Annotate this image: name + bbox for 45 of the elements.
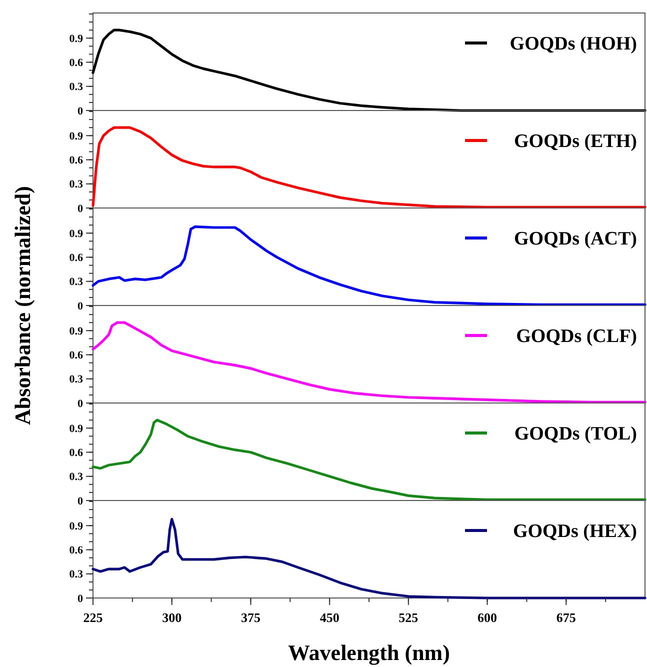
y-tick-label: 0.9 — [69, 422, 84, 435]
y-tick-label: 0 — [78, 105, 84, 118]
line-series — [92, 28, 646, 112]
legend-label: GOQDs (TOL) — [514, 424, 637, 445]
line-series — [92, 518, 646, 600]
x-axis-title: Wavelength (nm) — [288, 640, 450, 665]
y-tick-label: 0.3 — [69, 471, 84, 484]
x-tick-label: 375 — [240, 610, 261, 625]
y-tick-label: 0 — [78, 300, 84, 312]
legend-label: GOQDs (CLF) — [516, 326, 637, 348]
x-tick-label: 675 — [556, 610, 576, 625]
legend-label: GOQDs (ACT) — [514, 228, 637, 250]
legend-label: GOQDs (HEX) — [512, 521, 637, 542]
y-tick-label: 0.6 — [69, 154, 84, 167]
x-tick-label: 300 — [162, 610, 182, 625]
y-tick-label: 0 — [78, 495, 84, 508]
legend-label: GOQDs (HOH) — [510, 34, 637, 55]
y-tick-label: 0.3 — [69, 276, 84, 288]
y-tick-label: 0.3 — [69, 81, 84, 94]
y-tick-label: 0.9 — [69, 130, 84, 142]
y-axis-title: Absorbance (normalized) — [10, 186, 35, 425]
y-tick-label: 0.9 — [69, 228, 84, 240]
x-tick-label: 450 — [320, 610, 340, 625]
line-series — [92, 225, 646, 306]
legend-label: GOQDs (ETH) — [514, 131, 637, 152]
x-tick-label: 225 — [83, 610, 104, 625]
y-tick-label: 0.3 — [69, 178, 84, 191]
line-series — [92, 126, 646, 208]
y-tick-label: 0 — [78, 202, 84, 215]
y-tick-label: 0.6 — [69, 350, 84, 362]
x-tick-label: 525 — [398, 610, 419, 625]
y-tick-label: 0.9 — [69, 325, 84, 338]
y-tick-label: 0.6 — [69, 447, 84, 460]
line-series — [92, 321, 646, 404]
y-tick-label: 0.6 — [69, 57, 84, 70]
y-tick-label: 0.6 — [69, 544, 84, 557]
y-tick-label: 0.3 — [69, 568, 84, 581]
y-tick-label: 0.9 — [69, 32, 84, 45]
y-tick-label: 0 — [78, 592, 84, 605]
y-tick-label: 0.6 — [69, 252, 84, 264]
y-tick-label: 0 — [78, 398, 84, 410]
line-series — [92, 418, 646, 501]
y-tick-label: 0.9 — [69, 520, 84, 532]
x-tick-label: 600 — [478, 610, 498, 625]
y-tick-label: 0.3 — [69, 374, 84, 386]
